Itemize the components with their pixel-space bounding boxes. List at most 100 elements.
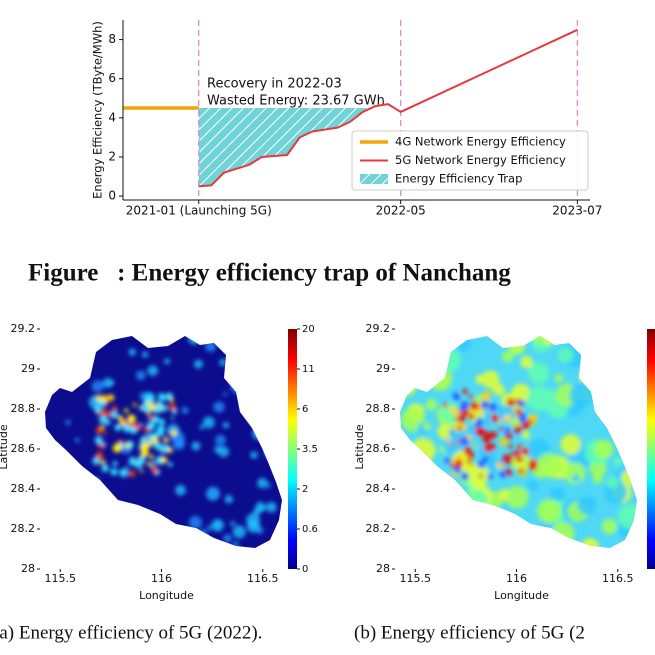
figure-caption: Figure : Energy efficiency trap of Nanch… [28,260,511,287]
texture-spot [504,427,511,434]
texture-spot [400,438,409,456]
texture-spot [443,402,448,408]
texture-spot [156,400,163,407]
texture-spot [46,359,55,368]
texture-spot [149,454,154,459]
texture-spot [457,414,466,423]
texture-spot [592,473,603,484]
texture-spot [465,424,478,437]
texture-spot [260,414,272,426]
texture-spot [249,381,257,390]
texture-spot [488,403,497,412]
x-tick-label: 116 [151,572,172,585]
texture-spot [469,395,474,400]
texture-spot [450,443,454,447]
texture-spot [93,486,101,494]
texture-spot [169,403,177,411]
texture-spot [594,439,614,459]
texture-spot [206,525,213,531]
texture-spot [506,398,515,407]
texture-spot [583,366,600,383]
texture-spot [224,495,233,504]
texture-spot [400,446,413,465]
colorbar-tick-label: 2 [302,484,308,495]
texture-spot [239,403,246,410]
texture-spot [422,367,432,377]
texture-spot [482,434,491,444]
texture-spot [508,339,525,355]
texture-spot [513,425,522,434]
y-tick-label: 28.8 [366,402,391,415]
texture-spot [400,506,417,523]
texture-spot [528,362,550,384]
texture-spot [188,336,201,345]
texture-spot [594,353,619,378]
texture-spot [411,460,422,472]
texture-spot [154,442,163,451]
texture-spot [273,377,282,388]
texture-spot [416,482,433,499]
y-tick-label: 29 [21,362,35,375]
texture-spot [579,369,595,385]
x-tick-label: 116.5 [602,572,634,585]
map-region [45,336,282,548]
texture-spot [530,336,547,344]
texture-spot [477,519,498,541]
texture-spot [264,336,277,347]
texture-spot [252,427,265,440]
texture-spot [606,476,619,489]
texture-spot [124,408,129,413]
texture-spot [597,337,615,355]
texture-spot [499,438,508,446]
map-b [400,336,637,548]
texture-spot [95,451,104,459]
texture-spot [134,459,144,469]
texture-spot [99,416,105,423]
texture-spot [440,499,456,515]
texture-spot [507,443,513,449]
y-tick-label: 29.2 [11,322,36,335]
texture-spot [502,454,511,463]
texture-spot [108,394,115,401]
texture-spot [65,419,71,426]
texture-spot [147,439,152,444]
texture-spot [621,350,637,369]
texture-spot [156,428,165,437]
texture-spot [230,521,236,527]
texture-spot [206,487,217,498]
texture-spot [505,432,513,440]
y-tick-label: 29.2 [366,322,391,335]
texture-spot [112,405,118,411]
texture-spot [400,532,412,548]
annotation: Recovery in 2022-03 [207,77,342,92]
texture-spot [249,417,257,424]
texture-spot [542,336,556,345]
texture-spot [205,341,216,353]
texture-spot [123,418,127,422]
texture-spot [618,504,637,530]
texture-spot [215,434,226,446]
texture-spot [160,404,168,412]
y-tick-label: 28.6 [366,442,391,455]
map-a [45,336,282,548]
texture-spot [250,451,258,459]
texture-spot [477,460,486,469]
texture-spot [46,529,54,537]
texture-spot [502,337,513,348]
texture-spot [482,456,489,463]
texture-spot [202,416,215,429]
texture-spot [470,401,479,411]
texture-spot [466,458,472,464]
texture-spot [452,393,461,401]
texture-spot [223,533,232,543]
subcaption: (a) Energy efficiency of 5G (2022). [0,622,262,643]
colorbar-tick-label: 20 [302,324,315,335]
texture-spot [460,401,469,410]
texture-spot [443,534,456,547]
texture-spot [152,415,160,424]
texture-spot [490,413,499,423]
legend-box [351,130,589,191]
texture-spot [621,469,637,487]
texture-spot [400,370,418,397]
texture-spot [522,534,546,548]
